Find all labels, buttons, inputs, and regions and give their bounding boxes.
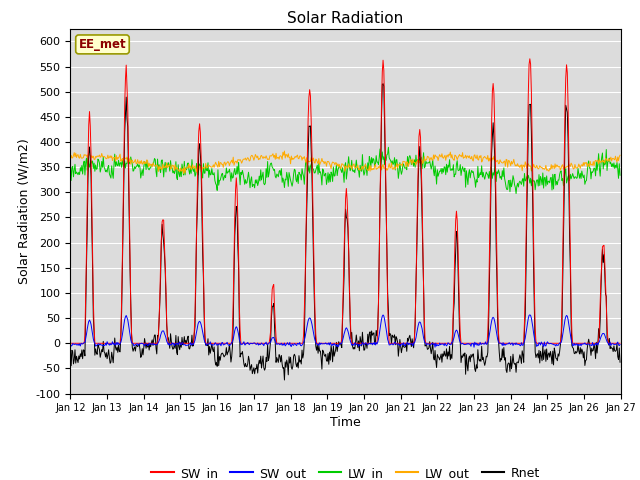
- Rnet: [67, 345, 74, 350]
- Rnet: [280, 377, 288, 383]
- Line: Rnet: Rnet: [70, 84, 620, 380]
- Text: EE_met: EE_met: [79, 38, 126, 51]
- LW_out: [189, 166, 197, 171]
- Legend: SW_in, SW_out, LW_in, LW_out, Rnet: SW_in, SW_out, LW_in, LW_out, Rnet: [146, 462, 545, 480]
- SW_out: [616, 341, 624, 347]
- SW_in: [412, 286, 420, 292]
- SW_out: [133, 341, 141, 347]
- Y-axis label: Solar Radiation (W/m2): Solar Radiation (W/m2): [17, 138, 30, 284]
- Rnet: [413, 212, 421, 218]
- Line: SW_in: SW_in: [70, 59, 620, 343]
- Rnet: [218, 350, 226, 356]
- SW_in: [189, 340, 196, 346]
- Title: Solar Radiation: Solar Radiation: [287, 11, 404, 26]
- LW_in: [413, 160, 420, 166]
- Line: SW_out: SW_out: [70, 315, 620, 347]
- LW_out: [280, 148, 288, 154]
- Rnet: [380, 81, 387, 86]
- SW_in: [428, 340, 436, 346]
- Line: LW_in: LW_in: [70, 147, 620, 193]
- SW_out: [189, 342, 196, 348]
- LW_in: [616, 172, 624, 178]
- LW_out: [133, 161, 141, 167]
- LW_in: [512, 191, 520, 196]
- Rnet: [429, 355, 437, 360]
- SW_out: [77, 343, 84, 349]
- LW_in: [77, 165, 84, 170]
- SW_in: [616, 340, 624, 346]
- SW_out: [470, 344, 478, 350]
- SW_in: [218, 340, 226, 346]
- LW_in: [67, 161, 74, 167]
- LW_out: [219, 161, 227, 167]
- LW_out: [616, 152, 624, 158]
- Rnet: [133, 342, 141, 348]
- SW_out: [526, 312, 534, 318]
- X-axis label: Time: Time: [330, 416, 361, 429]
- LW_out: [77, 152, 84, 157]
- LW_in: [189, 166, 196, 172]
- LW_in: [133, 163, 141, 169]
- Rnet: [189, 343, 196, 349]
- SW_in: [67, 340, 74, 346]
- LW_out: [180, 170, 188, 176]
- SW_in: [526, 56, 534, 61]
- SW_out: [428, 340, 436, 346]
- LW_out: [429, 152, 437, 158]
- SW_out: [412, 335, 420, 341]
- LW_out: [413, 157, 421, 163]
- LW_in: [429, 157, 436, 163]
- LW_out: [67, 156, 74, 162]
- SW_out: [218, 340, 226, 346]
- Line: LW_out: LW_out: [70, 151, 620, 173]
- Rnet: [77, 351, 84, 357]
- Rnet: [616, 360, 624, 365]
- SW_in: [77, 340, 84, 346]
- SW_in: [133, 340, 141, 346]
- SW_out: [67, 341, 74, 347]
- LW_in: [385, 144, 392, 150]
- LW_in: [218, 171, 226, 177]
